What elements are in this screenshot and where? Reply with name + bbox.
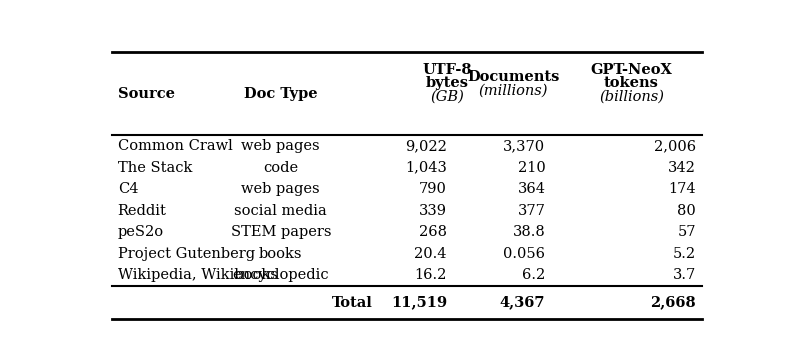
Text: The Stack: The Stack xyxy=(118,161,192,175)
Text: Common Crawl: Common Crawl xyxy=(118,139,233,153)
Text: STEM papers: STEM papers xyxy=(230,225,331,239)
Text: 3.7: 3.7 xyxy=(673,268,696,282)
Text: Project Gutenberg: Project Gutenberg xyxy=(118,247,255,261)
Text: 339: 339 xyxy=(419,204,447,218)
Text: 1,043: 1,043 xyxy=(405,161,447,175)
Text: 20.4: 20.4 xyxy=(414,247,447,261)
Text: (millions): (millions) xyxy=(478,83,548,97)
Text: 57: 57 xyxy=(677,225,696,239)
Text: tokens: tokens xyxy=(604,76,659,90)
Text: Source: Source xyxy=(118,87,175,101)
Text: Documents: Documents xyxy=(467,70,559,84)
Text: 38.8: 38.8 xyxy=(513,225,545,239)
Text: 342: 342 xyxy=(669,161,696,175)
Text: 16.2: 16.2 xyxy=(414,268,447,282)
Text: 174: 174 xyxy=(669,182,696,196)
Text: bytes: bytes xyxy=(426,76,468,90)
Text: Reddit: Reddit xyxy=(118,204,167,218)
Text: (GB): (GB) xyxy=(430,90,464,104)
Text: 11,519: 11,519 xyxy=(391,296,447,310)
Text: 210: 210 xyxy=(518,161,545,175)
Text: 0.056: 0.056 xyxy=(503,247,545,261)
Text: 80: 80 xyxy=(677,204,696,218)
Text: 2,006: 2,006 xyxy=(654,139,696,153)
Text: Total: Total xyxy=(332,296,373,310)
Text: code: code xyxy=(264,161,299,175)
Text: 364: 364 xyxy=(518,182,545,196)
Text: 790: 790 xyxy=(419,182,447,196)
Text: web pages: web pages xyxy=(241,182,320,196)
Text: UTF-8: UTF-8 xyxy=(422,63,472,77)
Text: peS2o: peS2o xyxy=(118,225,164,239)
Text: 377: 377 xyxy=(518,204,545,218)
Text: Doc Type: Doc Type xyxy=(244,87,318,101)
Text: 9,022: 9,022 xyxy=(405,139,447,153)
Text: 4,367: 4,367 xyxy=(500,296,545,310)
Text: C4: C4 xyxy=(118,182,138,196)
Text: 268: 268 xyxy=(419,225,447,239)
Text: web pages: web pages xyxy=(241,139,320,153)
Text: Wikipedia, Wikibooks: Wikipedia, Wikibooks xyxy=(118,268,278,282)
Text: books: books xyxy=(259,247,303,261)
Text: 3,370: 3,370 xyxy=(503,139,545,153)
Text: 2,668: 2,668 xyxy=(650,296,696,310)
Text: 6.2: 6.2 xyxy=(522,268,545,282)
Text: (billions): (billions) xyxy=(599,90,664,104)
Text: GPT-NeoX: GPT-NeoX xyxy=(591,63,673,77)
Text: encyclopedic: encyclopedic xyxy=(233,268,329,282)
Text: social media: social media xyxy=(234,204,327,218)
Text: 5.2: 5.2 xyxy=(673,247,696,261)
